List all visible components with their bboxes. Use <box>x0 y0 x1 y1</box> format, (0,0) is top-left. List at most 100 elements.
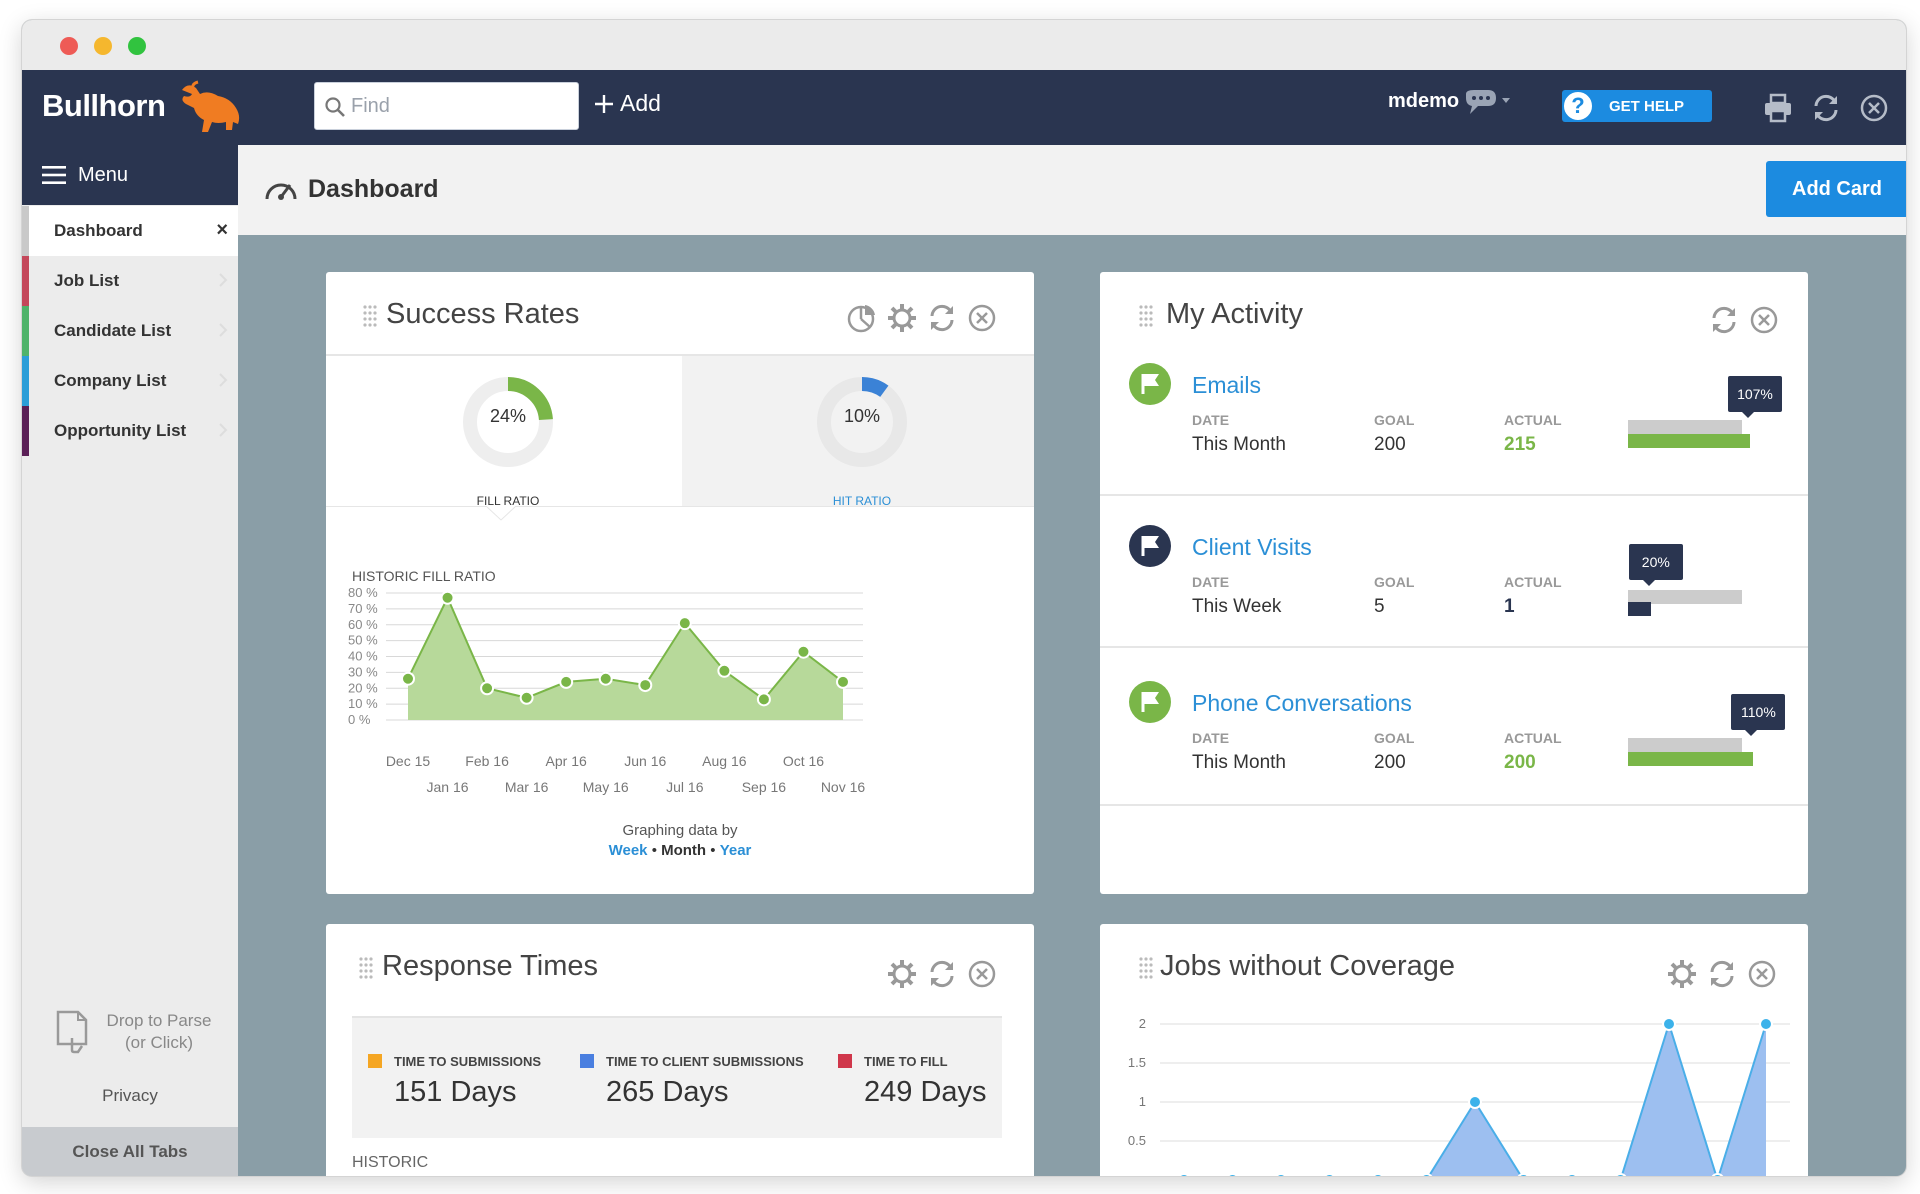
add-button[interactable]: Add <box>594 90 661 117</box>
period-year-link[interactable]: Year <box>719 842 752 859</box>
chevron-right-icon <box>219 373 228 387</box>
app-window: Bullhorn Add mdemo ? GE <box>22 20 1906 1176</box>
data-point[interactable] <box>1275 1173 1287 1176</box>
data-point[interactable] <box>1711 1173 1724 1176</box>
activity-row[interactable]: Emails DATE This Month GOAL 200 ACTUAL 2… <box>1100 352 1808 512</box>
y-tick-label: 60 % <box>348 617 378 632</box>
data-point[interactable] <box>1372 1173 1384 1176</box>
refresh-icon[interactable] <box>1706 958 1738 990</box>
data-point[interactable] <box>1178 1173 1190 1176</box>
metric-value: 151 Days <box>394 1076 517 1108</box>
data-point[interactable] <box>519 690 534 705</box>
data-point[interactable] <box>1468 1095 1482 1109</box>
refresh-icon[interactable] <box>926 958 958 990</box>
hit-ratio-label: HIT RATIO <box>832 494 892 508</box>
fill-ratio-value: 24% <box>489 406 527 426</box>
data-point[interactable] <box>480 681 495 696</box>
sidebar-item-label: Candidate List <box>54 321 172 340</box>
chat-bubble-icon[interactable] <box>1462 88 1512 120</box>
data-point[interactable] <box>598 671 613 686</box>
data-point[interactable] <box>717 663 732 678</box>
data-point[interactable] <box>440 590 455 605</box>
window-maximize-button[interactable] <box>128 37 146 55</box>
sidebar-item-label: Company List <box>54 371 167 390</box>
col-date-label: DATE <box>1192 730 1230 746</box>
close-circle-icon[interactable] <box>1748 304 1780 336</box>
actual-bar <box>1628 602 1651 616</box>
dashboard-gauge-icon <box>265 183 297 200</box>
period-month-link[interactable]: Month <box>661 842 707 859</box>
data-point[interactable] <box>1759 1017 1773 1031</box>
data-point[interactable] <box>1323 1173 1336 1176</box>
data-point[interactable] <box>677 616 692 631</box>
close-tab-icon[interactable]: × <box>216 219 228 241</box>
bull-logo-icon <box>182 80 240 132</box>
activity-name[interactable]: Client Visits <box>1192 534 1312 560</box>
legend-swatch <box>368 1054 382 1068</box>
data-point[interactable] <box>1517 1173 1530 1176</box>
window-close-button[interactable] <box>60 37 78 55</box>
data-point[interactable] <box>1614 1173 1627 1176</box>
privacy-link[interactable]: Privacy <box>102 1086 158 1105</box>
drag-handle-icon[interactable] <box>1138 304 1154 330</box>
drag-handle-icon[interactable] <box>358 956 374 982</box>
refresh-icon[interactable] <box>926 302 958 334</box>
user-name[interactable]: mdemo <box>1388 90 1460 112</box>
window-titlebar <box>22 20 1906 70</box>
activity-row[interactable]: Phone Conversations DATE This Month GOAL… <box>1100 670 1808 830</box>
chevron-down-icon <box>1502 98 1510 103</box>
close-circle-icon[interactable] <box>1746 958 1778 990</box>
data-point[interactable] <box>1226 1173 1239 1176</box>
card-title: Response Times <box>382 950 598 982</box>
sidebar-item-job-list[interactable]: Job List <box>22 256 238 306</box>
close-circle-icon[interactable] <box>966 958 998 990</box>
sidebar-item-candidate-list[interactable]: Candidate List <box>22 306 238 356</box>
data-point[interactable] <box>796 644 811 659</box>
find-search-box[interactable] <box>314 82 579 130</box>
sidebar-item-dashboard[interactable]: Dashboard × <box>22 206 238 256</box>
print-icon[interactable] <box>1762 92 1794 124</box>
gear-icon[interactable] <box>886 302 918 334</box>
y-tick-label: 40 % <box>348 649 378 664</box>
find-input[interactable] <box>315 83 578 129</box>
plus-icon <box>595 94 613 113</box>
col-actual-label: ACTUAL <box>1504 412 1562 428</box>
get-help-button[interactable]: ? GET HELP <box>1562 90 1712 122</box>
pie-chart-icon[interactable] <box>846 302 878 334</box>
add-card-button[interactable]: Add Card <box>1766 161 1906 217</box>
data-point[interactable] <box>1662 1017 1676 1031</box>
col-date-label: DATE <box>1192 412 1230 428</box>
sidebar-item-opportunity-list[interactable]: Opportunity List <box>22 406 238 456</box>
period-week-link[interactable]: Week <box>608 842 648 859</box>
drop-to-parse-zone[interactable]: Drop to Parse (or Click) <box>54 1010 224 1070</box>
search-icon <box>325 97 345 117</box>
window-minimize-button[interactable] <box>94 37 112 55</box>
activity-row[interactable]: Client Visits DATE This Week GOAL 5 ACTU… <box>1100 514 1808 674</box>
legend-swatch <box>580 1054 594 1068</box>
drag-handle-icon[interactable] <box>1138 956 1154 982</box>
activity-name[interactable]: Phone Conversations <box>1192 690 1412 716</box>
data-point[interactable] <box>1566 1173 1578 1176</box>
drag-handle-icon[interactable] <box>362 304 378 330</box>
close-all-tabs-button[interactable]: Close All Tabs <box>22 1127 238 1176</box>
y-tick-label: 1 <box>1139 1094 1146 1109</box>
activity-name[interactable]: Emails <box>1192 372 1262 398</box>
sidebar-item-company-list[interactable]: Company List <box>22 356 238 406</box>
response-metrics-panel: TIME TO SUBMISSIONS 151 Days TIME TO CLI… <box>352 1016 1002 1138</box>
menu-toggle[interactable]: Menu <box>22 145 238 205</box>
data-point[interactable] <box>1420 1173 1433 1176</box>
y-tick-label: 0 % <box>348 712 371 727</box>
refresh-icon[interactable] <box>1708 304 1740 336</box>
gear-icon[interactable] <box>886 958 918 990</box>
gear-icon[interactable] <box>1666 958 1698 990</box>
data-point[interactable] <box>638 678 653 693</box>
data-point[interactable] <box>559 674 574 689</box>
x-tick-label: Dec 15 <box>386 753 431 769</box>
data-point[interactable] <box>836 674 850 689</box>
refresh-icon[interactable] <box>1810 92 1842 124</box>
x-tick-label: May 16 <box>583 779 629 795</box>
close-circle-icon[interactable] <box>966 302 998 334</box>
data-point[interactable] <box>756 692 771 707</box>
close-circle-icon[interactable] <box>1858 92 1890 124</box>
data-point[interactable] <box>401 671 415 686</box>
